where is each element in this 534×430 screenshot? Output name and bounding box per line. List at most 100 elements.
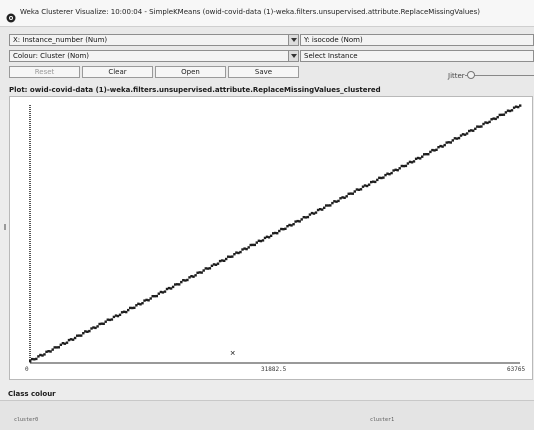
data-point-cluster0[interactable] — [84, 330, 87, 333]
data-point-cluster0[interactable] — [147, 299, 150, 302]
data-point-cluster0[interactable] — [276, 232, 279, 235]
data-point-cluster0[interactable] — [421, 155, 424, 158]
data-point-cluster0[interactable] — [331, 201, 334, 205]
data-point-cluster0[interactable] — [484, 121, 487, 124]
data-point-cluster0[interactable] — [184, 279, 187, 282]
data-point-cluster0[interactable] — [433, 149, 436, 152]
data-point-cluster0[interactable] — [392, 169, 395, 172]
data-point-cluster0[interactable] — [180, 280, 183, 284]
data-point-cluster0[interactable] — [367, 183, 371, 186]
data-point-cluster0[interactable] — [394, 168, 397, 171]
data-point-cluster0[interactable] — [472, 129, 475, 132]
data-point-cluster0[interactable] — [406, 162, 410, 165]
data-point-cluster0[interactable] — [310, 211, 314, 215]
data-point-cluster0[interactable] — [306, 215, 310, 219]
data-point-cluster0[interactable] — [90, 327, 93, 330]
data-point-cluster0[interactable] — [176, 283, 179, 286]
data-point-cluster0[interactable] — [251, 243, 254, 247]
scatter-plot[interactable]: ✕ — [10, 97, 532, 379]
data-point-cluster0[interactable] — [337, 199, 340, 203]
data-point-cluster0[interactable] — [149, 297, 152, 300]
data-point-cluster0[interactable] — [370, 180, 373, 184]
data-point-cluster0[interactable] — [235, 251, 238, 254]
data-point-cluster0[interactable] — [265, 235, 269, 238]
data-point-cluster0[interactable] — [447, 141, 450, 144]
data-point-cluster0[interactable] — [347, 192, 350, 195]
data-point-cluster0[interactable] — [325, 204, 328, 207]
data-point-cluster0[interactable] — [318, 208, 322, 211]
data-point-cluster0[interactable] — [63, 342, 67, 345]
data-point-cluster0[interactable] — [253, 243, 256, 247]
data-point-cluster0[interactable] — [51, 348, 54, 351]
data-point-cluster0[interactable] — [510, 109, 514, 112]
data-point-cluster0[interactable] — [445, 141, 448, 144]
data-point-cluster0[interactable] — [139, 303, 142, 306]
data-point-cluster0[interactable] — [216, 262, 220, 265]
data-point-cluster0[interactable] — [227, 255, 230, 258]
data-point-cluster0[interactable] — [272, 232, 275, 235]
data-point-cluster0[interactable] — [65, 341, 69, 344]
data-point-cluster0[interactable] — [220, 259, 224, 262]
data-point-cluster0[interactable] — [429, 150, 432, 154]
data-point-cluster0[interactable] — [492, 117, 495, 120]
data-point-cluster0[interactable] — [78, 334, 81, 337]
data-point-cluster0[interactable] — [351, 192, 354, 195]
data-point-cluster0[interactable] — [449, 141, 452, 144]
data-point-cluster0[interactable] — [86, 330, 89, 333]
data-point-cluster0[interactable] — [261, 239, 265, 242]
data-point-cluster0[interactable] — [439, 144, 442, 148]
data-point-cluster0[interactable] — [49, 350, 52, 353]
data-point-cluster0[interactable] — [517, 105, 520, 109]
data-point-cluster0[interactable] — [372, 180, 375, 183]
data-point-cluster0[interactable] — [323, 206, 326, 209]
data-point-cluster0[interactable] — [274, 231, 277, 235]
chevron-down-icon[interactable] — [288, 35, 298, 45]
data-point-cluster0[interactable] — [414, 157, 418, 160]
data-point-cluster0[interactable] — [398, 167, 401, 170]
data-point-cluster0[interactable] — [167, 286, 171, 290]
data-point-cluster0[interactable] — [382, 176, 385, 179]
data-point-cluster0[interactable] — [498, 113, 501, 117]
data-point-cluster0[interactable] — [182, 279, 185, 282]
data-point-cluster0[interactable] — [102, 322, 105, 325]
data-point-cluster0[interactable] — [437, 146, 440, 149]
data-point-cluster0[interactable] — [243, 247, 246, 250]
data-point-cluster0[interactable] — [165, 287, 169, 291]
data-point-cluster0[interactable] — [127, 308, 130, 312]
colour-select[interactable]: Colour: Cluster (Nom) — [9, 50, 299, 62]
data-point-cluster0[interactable] — [190, 275, 193, 278]
data-point-cluster0[interactable] — [196, 271, 199, 274]
y-axis-select[interactable]: Y: isocode (Nom) — [300, 34, 534, 46]
data-point-cluster0[interactable] — [194, 274, 197, 277]
data-point-cluster0[interactable] — [106, 318, 109, 321]
data-point-cluster0[interactable] — [339, 197, 342, 200]
data-point-cluster0[interactable] — [478, 125, 481, 128]
data-point-cluster0[interactable] — [241, 248, 244, 251]
data-point-cluster0[interactable] — [29, 360, 32, 363]
data-point-cluster0[interactable] — [402, 164, 405, 168]
save-button[interactable]: Save — [228, 66, 299, 78]
data-point-cluster0[interactable] — [110, 318, 114, 321]
data-point-cluster0[interactable] — [314, 211, 318, 214]
data-point-cluster0[interactable] — [388, 173, 391, 176]
data-point-cluster0[interactable] — [512, 106, 516, 109]
data-point-cluster0[interactable] — [480, 125, 483, 128]
data-point-cluster0[interactable] — [423, 153, 426, 156]
data-point-cluster0[interactable] — [425, 153, 428, 156]
data-point-cluster0[interactable] — [400, 164, 403, 168]
data-point-cluster0[interactable] — [290, 224, 293, 227]
data-point-cluster0[interactable] — [298, 220, 301, 223]
data-point-cluster0[interactable] — [490, 118, 493, 121]
data-point-cluster0[interactable] — [280, 227, 283, 231]
data-point-cluster0[interactable] — [120, 311, 124, 314]
data-point-cluster0[interactable] — [82, 332, 85, 335]
data-point-cluster0[interactable] — [163, 290, 167, 293]
data-point-cluster0[interactable] — [482, 122, 485, 126]
data-point-cluster0[interactable] — [327, 204, 330, 207]
data-point-cluster0[interactable] — [461, 133, 465, 136]
legend-item-cluster0[interactable]: cluster0 — [14, 417, 39, 423]
data-point-cluster0[interactable] — [504, 111, 508, 114]
data-point-cluster0[interactable] — [343, 196, 346, 199]
data-point-cluster0[interactable] — [76, 334, 79, 337]
data-point-cluster0[interactable] — [33, 358, 36, 361]
